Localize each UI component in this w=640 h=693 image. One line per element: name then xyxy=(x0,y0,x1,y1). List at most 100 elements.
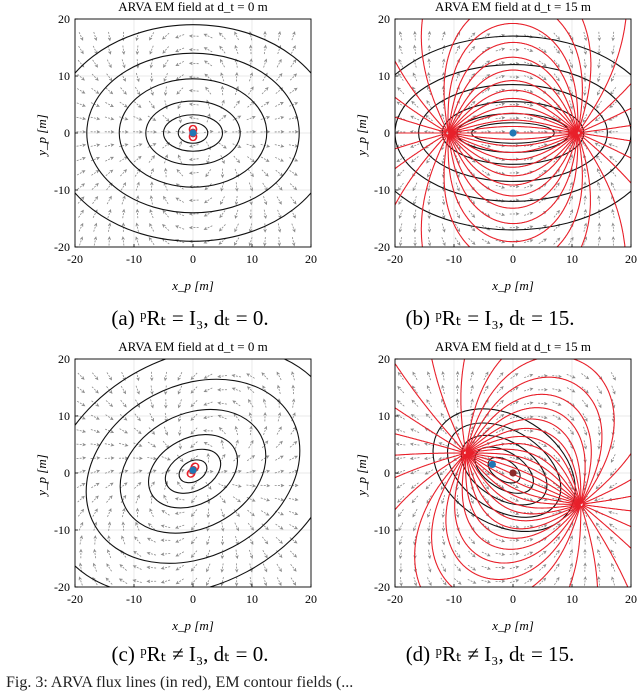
field-arrow-head xyxy=(410,485,415,489)
field-arrow-head xyxy=(162,209,166,214)
field-arrow-head xyxy=(397,371,402,376)
field-arrow-head xyxy=(486,553,491,557)
field-arrow xyxy=(397,386,405,394)
field-arrow xyxy=(495,61,505,66)
field-arrow xyxy=(610,454,616,463)
field-arrow xyxy=(397,101,405,108)
field-arrow-head xyxy=(235,439,239,444)
field-arrow xyxy=(399,209,403,219)
field-arrow-head xyxy=(220,174,225,179)
field-arrow xyxy=(92,577,98,586)
field-arrow-head xyxy=(135,51,140,55)
y-tick-label: 10 xyxy=(378,69,390,83)
field-arrow xyxy=(455,168,460,178)
field-arrow-head xyxy=(188,171,193,175)
field-arrow xyxy=(107,209,111,219)
field-arrow-head xyxy=(583,562,587,567)
field-arrow-head xyxy=(190,403,195,408)
field-arrow-head xyxy=(569,548,573,553)
field-arrow-head xyxy=(153,456,157,461)
field-arrow xyxy=(277,412,281,422)
field-arrow xyxy=(105,400,113,407)
field-arrow xyxy=(495,157,505,161)
field-arrow-head xyxy=(472,580,477,584)
field-arrow xyxy=(91,183,99,190)
field-arrow xyxy=(509,511,519,515)
caption-a: (a) ᵖRₜ = I₃, dₜ = 0. xyxy=(111,306,269,330)
field-arrow-head xyxy=(427,541,431,546)
field-arrow-head xyxy=(205,173,209,178)
field-arrow-head xyxy=(174,511,179,515)
field-arrow xyxy=(106,372,112,380)
field-arrow xyxy=(595,142,604,149)
field-arrow xyxy=(428,59,430,68)
field-arrow-head xyxy=(203,213,208,217)
field-arrow xyxy=(290,563,297,572)
field-arrow xyxy=(178,399,182,408)
field-arrow xyxy=(454,550,461,558)
field-arrow xyxy=(611,563,616,572)
field-arrow-head xyxy=(221,160,225,165)
field-arrow-head xyxy=(486,539,491,544)
field-arrow-head xyxy=(146,537,151,541)
field-arrow-head xyxy=(556,209,560,214)
field-arrow-head xyxy=(397,499,401,503)
field-arrow-head xyxy=(455,384,460,389)
field-arrow-head xyxy=(136,64,140,69)
field-arrow-head xyxy=(457,241,461,246)
field-arrow xyxy=(612,31,615,41)
field-arrow-head xyxy=(264,540,269,545)
field-arrow-head xyxy=(252,484,257,488)
field-arrow xyxy=(470,412,474,422)
field-arrow-head xyxy=(206,527,210,532)
y-tick-label: -20 xyxy=(54,580,70,594)
field-arrow xyxy=(106,495,113,503)
flux-line xyxy=(414,453,466,587)
flux-line xyxy=(466,376,603,505)
field-arrow xyxy=(538,74,547,81)
field-arrow xyxy=(495,538,505,542)
field-arrow xyxy=(263,59,267,68)
field-arrow-head xyxy=(398,228,403,233)
field-arrow-head xyxy=(543,443,548,447)
field-arrow xyxy=(221,577,224,586)
field-arrow-head xyxy=(150,391,154,395)
field-arrow xyxy=(90,116,100,120)
field-arrow-head xyxy=(583,92,587,97)
field-arrow xyxy=(148,237,155,246)
field-arrow xyxy=(468,536,475,544)
field-arrow-head xyxy=(529,551,534,555)
field-arrow-head xyxy=(277,412,282,416)
field-arrow-head xyxy=(265,101,270,105)
field-arrow xyxy=(468,550,476,558)
field-arrow xyxy=(262,73,268,82)
y-tick-label: -10 xyxy=(54,183,70,197)
field-arrow xyxy=(134,482,142,489)
field-arrow-head xyxy=(160,580,165,584)
field-arrow xyxy=(204,60,213,67)
field-arrow xyxy=(79,577,83,586)
field-arrow-head xyxy=(543,401,548,406)
field-arrow xyxy=(442,371,445,381)
field-arrow-head xyxy=(584,431,588,436)
field-arrow xyxy=(524,483,533,488)
field-arrow xyxy=(553,182,560,191)
field-arrow-head xyxy=(396,400,401,404)
field-arrow xyxy=(610,372,616,381)
field-arrow-head xyxy=(515,511,520,516)
field-arrow-head xyxy=(251,455,256,459)
field-arrow xyxy=(260,497,270,501)
field-arrow xyxy=(495,184,505,189)
field-arrow-head xyxy=(557,523,561,527)
field-arrow xyxy=(440,563,446,572)
field-arrow-head xyxy=(121,236,125,241)
field-arrow xyxy=(175,130,185,133)
flux-line xyxy=(448,133,579,197)
field-arrow-head xyxy=(237,469,242,474)
field-arrow xyxy=(93,237,97,246)
field-arrow xyxy=(553,563,560,572)
field-arrow xyxy=(206,100,211,109)
field-arrow xyxy=(275,156,284,162)
field-arrow-head xyxy=(280,130,285,134)
flux-line xyxy=(447,22,579,133)
